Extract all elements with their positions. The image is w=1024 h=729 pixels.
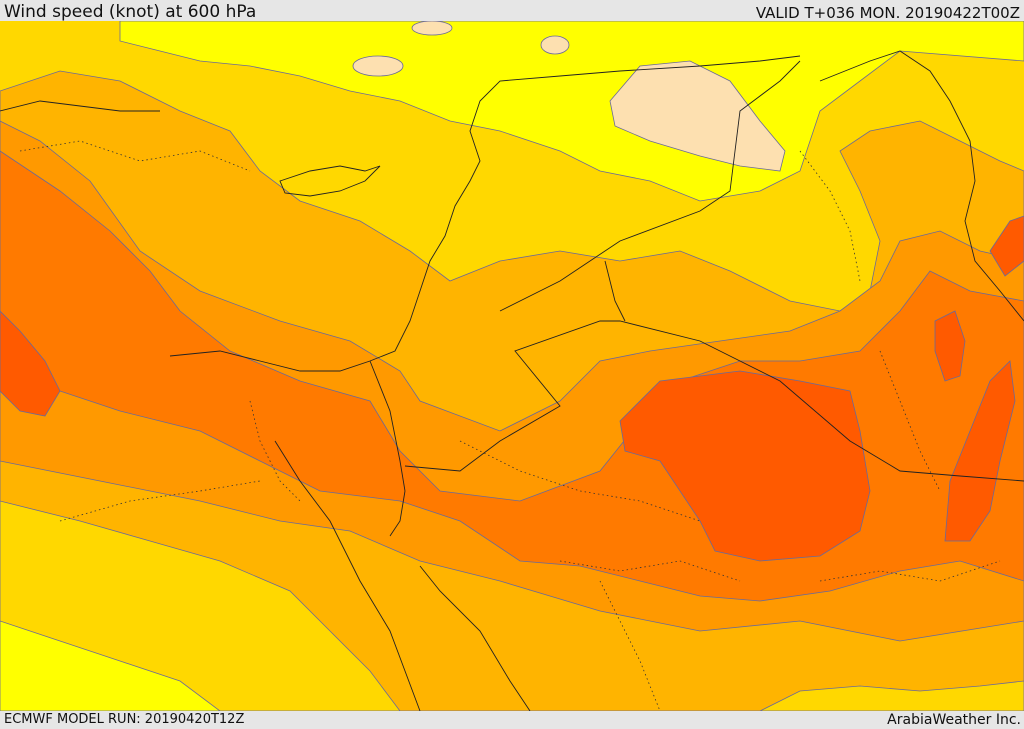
footer-bar: ECMWF MODEL RUN: 20190420T12Z ArabiaWeat…	[0, 711, 1024, 729]
internal-boundaries	[19, 140, 1001, 711]
contour-core-west	[0, 310, 61, 417]
credit: ArabiaWeather Inc.	[887, 712, 1021, 728]
model-run: ECMWF MODEL RUN: 20190420T12Z	[4, 712, 245, 727]
map-title: Wind speed (knot) at 600 hPa	[4, 2, 257, 22]
wind-speed-map	[0, 21, 1024, 711]
contour-spot-1	[352, 55, 404, 77]
contour-core-east	[619, 370, 871, 562]
contour-core-far-east	[944, 360, 1016, 542]
title-bar: Wind speed (knot) at 600 hPa VALID T+036…	[0, 0, 1024, 21]
contour-zone-very-light	[609, 60, 786, 172]
contour-zone-lightest-south	[0, 620, 221, 711]
contour-spot-2	[540, 35, 570, 55]
contour-zone-lightest-north	[119, 21, 1024, 202]
contour-zone-light-southeast	[759, 680, 1024, 711]
contour-core-northeast	[989, 215, 1024, 277]
contour-core-small	[934, 310, 966, 382]
country-borders	[0, 50, 1024, 711]
valid-time: VALID T+036 MON. 20190422T00Z	[755, 4, 1020, 22]
contour-spot-3	[411, 21, 453, 36]
